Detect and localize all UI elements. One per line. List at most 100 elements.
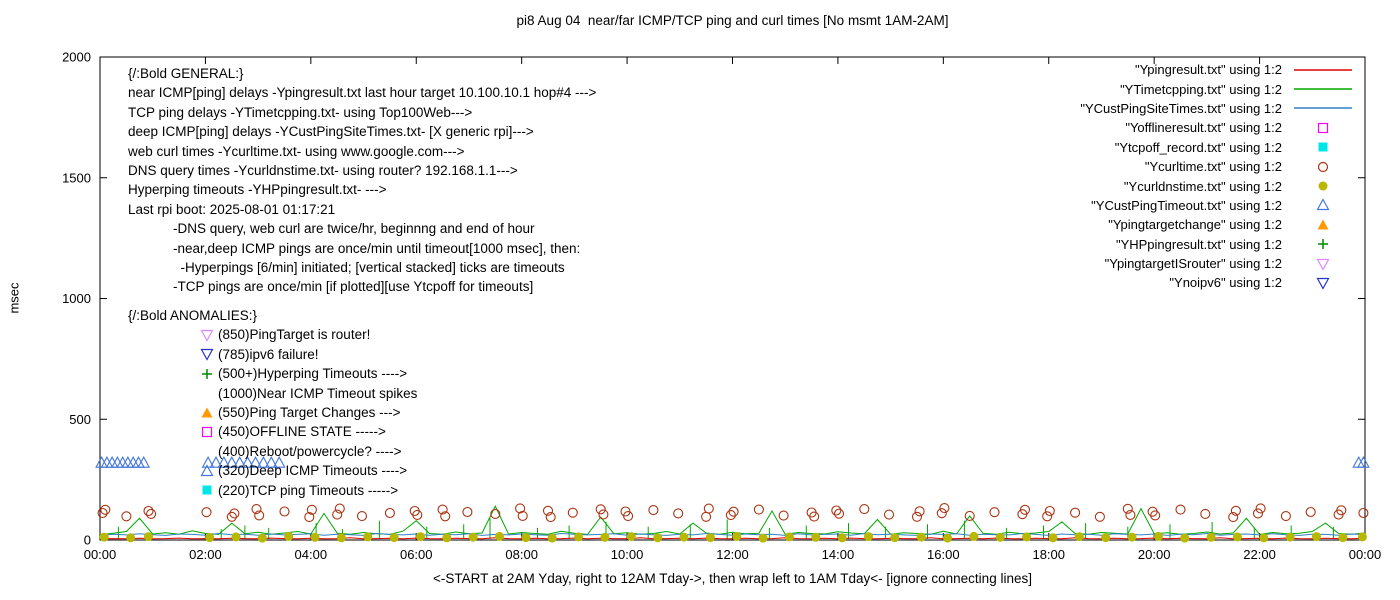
anomaly-text: (450)OFFLINE STATE -----> (218, 424, 386, 440)
anomalies-heading: {/:Bold ANOMALIES:} (128, 308, 258, 323)
x-tick-label: 00:00 (1349, 547, 1382, 562)
triangle-down-open-icon (1292, 276, 1354, 290)
anomaly-row: (450)OFFLINE STATE -----> (128, 422, 417, 441)
y-tick-label: 1500 (62, 170, 91, 185)
square-open-icon (1292, 121, 1354, 135)
anomalies-annotations: {/:Bold ANOMALIES:} (850)PingTarget is ro… (128, 306, 417, 500)
points-group-2 (95, 456, 1370, 468)
legend-row: "Ypingtargetchange" using 1:2 (1080, 215, 1354, 234)
legend-row: "YCustPingSiteTimes.txt" using 1:2 (1080, 99, 1354, 118)
general-line: TCP ping delays -YTimetcpping.txt- using… (128, 104, 473, 120)
legend-label: "Ytcpoff_record.txt" using 1:2 (1114, 139, 1282, 155)
anomaly-row: (320)Deep ICMP Timeouts ----> (128, 461, 417, 480)
chart-title: pi8 Aug 04 near/far ICMP/TCP ping and cu… (516, 13, 949, 28)
anomaly-text: (550)Ping Target Changes ---> (218, 404, 401, 420)
legend-label: "Ypingtargetchange" using 1:2 (1108, 217, 1282, 233)
general-line: Hyperping timeouts -YHPpingresult.txt- -… (128, 182, 387, 198)
legend-label: "Ypingresult.txt" using 1:2 (1134, 62, 1282, 78)
general-line: -near,deep ICMP pings are once/min until… (128, 240, 581, 256)
x-tick-label: 00:00 (84, 547, 117, 562)
y-tick-label: 500 (69, 412, 91, 427)
y-tick-label: 1000 (62, 291, 91, 306)
anomaly-row: (550)Ping Target Changes ---> (128, 403, 417, 422)
general-line: DNS query times -Ycurldnstime.txt- using… (128, 163, 518, 179)
general-line: near ICMP[ping] delays -Ypingresult.txt … (128, 85, 597, 101)
no-marker (200, 386, 215, 400)
general-line: {/:Bold GENERAL:} (128, 66, 244, 81)
general-line: -TCP pings are once/min [if plotted][use… (128, 279, 534, 295)
triangle-up-open-icon (1292, 198, 1354, 212)
x-tick-label: 06:00 (400, 547, 433, 562)
plus-icon (1292, 237, 1354, 251)
no-marker (200, 444, 215, 458)
general-line: -DNS query, web curl are twice/hr, begin… (128, 221, 535, 237)
anomaly-text: (1000)Near ICMP Timeout spikes (218, 385, 418, 401)
line-icon (1292, 63, 1354, 77)
general-line: -Hyperpings [6/min] initiated; [vertical… (128, 260, 565, 276)
general-line: Last rpi boot: 2025-08-01 01:17:21 (128, 201, 336, 217)
x-tick-label: 10:00 (611, 547, 644, 562)
square-filled-icon (200, 483, 215, 497)
x-tick-label: 04:00 (295, 547, 328, 562)
x-axis-label: <-START at 2AM Yday, right to 12AM Tday-… (433, 571, 1032, 586)
line-icon (1292, 101, 1354, 115)
legend-label: "YHPpingresult.txt" using 1:2 (1115, 236, 1282, 252)
legend-label: "YpingtargetISrouter" using 1:2 (1104, 256, 1282, 272)
triangle-up-open-icon (200, 464, 215, 478)
x-tick-label: 20:00 (1138, 547, 1171, 562)
points-group-1 (99, 531, 1367, 543)
anomaly-text: (850)PingTarget is router! (218, 327, 371, 343)
triangle-up-filled-icon (1292, 218, 1354, 232)
legend-row: "YCustPingTimeout.txt" using 1:2 (1080, 196, 1354, 215)
legend-row: "YpingtargetISrouter" using 1:2 (1080, 254, 1354, 273)
anomaly-text: (500+)Hyperping Timeouts ----> (218, 366, 408, 382)
x-tick-label: 16:00 (927, 547, 960, 562)
legend-row: "Yofflineresult.txt" using 1:2 (1080, 118, 1354, 137)
plus-icon (200, 367, 215, 381)
legend-row: "YTimetcpping.txt" using 1:2 (1080, 79, 1354, 98)
legend-row: "YHPpingresult.txt" using 1:2 (1080, 235, 1354, 254)
legend-row: "Ycurltime.txt" using 1:2 (1080, 157, 1354, 176)
legend-label: "YTimetcpping.txt" using 1:2 (1120, 81, 1282, 97)
anomaly-row: (400)Reboot/powercycle? ----> (128, 442, 417, 461)
legend-label: "Yofflineresult.txt" using 1:2 (1125, 120, 1282, 136)
x-tick-label: 18:00 (1032, 547, 1065, 562)
y-tick-label: 0 (84, 533, 91, 548)
x-tick-label: 12:00 (716, 547, 749, 562)
general-line: web curl times -Ycurltime.txt- using www… (128, 143, 465, 159)
x-tick-label: 02:00 (189, 547, 222, 562)
points-group-0 (97, 503, 1369, 523)
triangle-down-open-icon (1292, 257, 1354, 271)
triangle-down-open-icon (200, 347, 215, 362)
x-tick-label: 08:00 (505, 547, 538, 562)
circle-filled-icon (1292, 179, 1354, 193)
anomaly-row: (500+)Hyperping Timeouts ----> (128, 364, 417, 383)
triangle-down-open-icon (200, 328, 215, 342)
legend-label: "Ycurltime.txt" using 1:2 (1144, 159, 1282, 175)
general-annotations: {/:Bold GENERAL:} near ICMP[ping] delays … (128, 64, 596, 297)
anomaly-text: (400)Reboot/powercycle? ----> (218, 443, 402, 459)
x-tick-label: 22:00 (1243, 547, 1276, 562)
legend-row: "Ynoipv6" using 1:2 (1080, 273, 1354, 292)
legend-label: "YCustPingSiteTimes.txt" using 1:2 (1080, 100, 1282, 116)
anomaly-text: (220)TCP ping Timeouts -----> (218, 482, 399, 498)
legend-row: "Ypingresult.txt" using 1:2 (1080, 60, 1354, 79)
line-icon (1292, 82, 1354, 96)
legend-row: "Ycurldnstime.txt" using 1:2 (1080, 176, 1354, 195)
general-line: deep ICMP[ping] delays -YCustPingSiteTim… (128, 124, 534, 140)
anomaly-row: (785)ipv6 failure! (128, 345, 417, 364)
x-tick-label: 14:00 (822, 547, 855, 562)
triangle-up-filled-icon (200, 406, 215, 420)
anomaly-row: (850)PingTarget is router! (128, 325, 417, 344)
anomaly-row: (220)TCP ping Timeouts -----> (128, 481, 417, 500)
anomaly-text: (320)Deep ICMP Timeouts ----> (218, 463, 408, 479)
circle-open-icon (1292, 160, 1354, 174)
square-filled-icon (1292, 140, 1354, 154)
legend: "Ypingresult.txt" using 1:2 "YTimetcpping… (1080, 60, 1354, 293)
legend-label: "YCustPingTimeout.txt" using 1:2 (1091, 197, 1282, 213)
legend-label: "Ynoipv6" using 1:2 (1169, 275, 1282, 291)
square-open-icon (200, 425, 215, 439)
legend-row: "Ytcpoff_record.txt" using 1:2 (1080, 138, 1354, 157)
